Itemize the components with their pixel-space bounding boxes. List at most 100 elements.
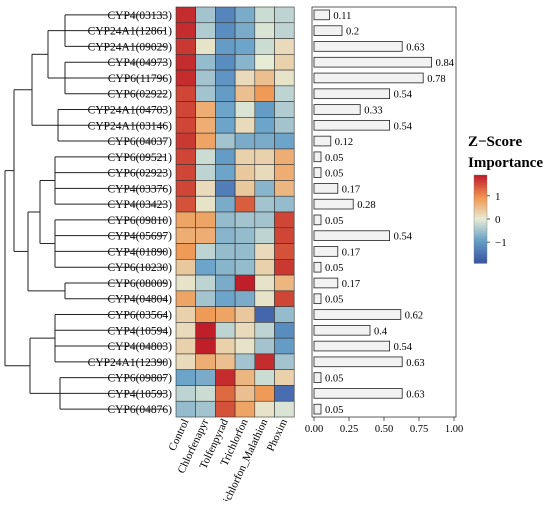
legend-color-step bbox=[474, 181, 487, 184]
legend-color-step bbox=[474, 235, 487, 238]
heatmap-cell bbox=[195, 322, 216, 339]
importance-bar bbox=[313, 119, 390, 131]
importance-bar bbox=[313, 167, 322, 178]
gene-label: CYP24A1(03146) bbox=[88, 120, 173, 132]
gene-label: CYP6(03564) bbox=[107, 310, 172, 322]
heatmap-cell bbox=[254, 101, 275, 118]
heatmap-cell bbox=[195, 385, 216, 402]
heatmap-cell bbox=[195, 400, 216, 418]
legend-color-step bbox=[474, 245, 487, 248]
legend-color-step bbox=[474, 185, 487, 188]
heatmap-cell bbox=[175, 22, 197, 39]
importance-value-label: 0.17 bbox=[342, 184, 360, 195]
heatmap-cell bbox=[254, 243, 275, 260]
heatmap-cell bbox=[195, 353, 216, 371]
heatmap-cell bbox=[195, 243, 216, 260]
heatmap-cell bbox=[215, 211, 236, 229]
importance-value-label: 0.17 bbox=[342, 247, 360, 258]
heatmap-cell bbox=[254, 22, 275, 39]
importance-value-label: 0.54 bbox=[394, 232, 413, 243]
importance-bar bbox=[313, 309, 402, 320]
heatmap-cell bbox=[175, 337, 197, 355]
importance-bar bbox=[313, 403, 322, 415]
importance-bar bbox=[313, 25, 343, 36]
heatmap-cell bbox=[254, 259, 275, 276]
heatmap-cell bbox=[254, 164, 275, 181]
heatmap-cell bbox=[215, 164, 236, 181]
heatmap-cell bbox=[254, 195, 275, 213]
legend-tick-label: 0 bbox=[495, 214, 501, 226]
heatmap-cell bbox=[254, 369, 275, 386]
heatmap-cell bbox=[274, 306, 295, 323]
importance-bar bbox=[313, 9, 330, 21]
heatmap-cell bbox=[254, 117, 275, 134]
heatmap-cell bbox=[254, 306, 275, 323]
legend-color-step bbox=[474, 175, 487, 178]
heatmap-cell bbox=[195, 306, 216, 323]
heatmap-cell bbox=[195, 195, 216, 213]
heatmap-cell bbox=[274, 322, 295, 339]
legend-title-importance: Importance bbox=[468, 155, 543, 171]
legend-color-step bbox=[474, 187, 487, 190]
heatmap-cell bbox=[175, 227, 197, 244]
heatmap-cell bbox=[274, 132, 295, 150]
heatmap-cell bbox=[175, 117, 197, 134]
importance-value-label: 0.05 bbox=[325, 263, 343, 274]
gene-label: CYP6(04876) bbox=[107, 404, 172, 416]
heatmap-cell bbox=[195, 148, 216, 165]
heatmap-cell bbox=[274, 117, 295, 134]
heatmap-cell bbox=[175, 69, 197, 87]
gene-label: CYP4(10593) bbox=[107, 388, 172, 400]
importance-value-label: 0.84 bbox=[436, 58, 455, 69]
legend-color-step bbox=[474, 247, 487, 250]
heatmap-cell bbox=[254, 353, 275, 371]
gene-label: CYP24A1(12861) bbox=[88, 26, 173, 38]
legend-color-step bbox=[474, 197, 487, 200]
heatmap-cell bbox=[254, 400, 275, 418]
heatmap-cell bbox=[234, 85, 256, 102]
importance-value-label: 0.05 bbox=[325, 216, 343, 227]
heatmap-cell bbox=[215, 259, 236, 276]
heatmap-cell bbox=[234, 243, 256, 260]
importance-bar bbox=[313, 214, 322, 226]
heatmap-cell bbox=[195, 85, 216, 102]
heatmap-cell bbox=[195, 259, 216, 276]
heatmap-cell bbox=[274, 69, 295, 87]
importance-bar bbox=[313, 56, 432, 68]
gene-label: CYP6(09807) bbox=[107, 373, 172, 385]
heatmap-cell bbox=[234, 69, 256, 87]
heatmap-cell bbox=[234, 322, 256, 339]
importance-bar bbox=[313, 198, 354, 210]
heatmap-cell bbox=[195, 164, 216, 181]
gene-label: CYP4(05697) bbox=[107, 231, 172, 243]
gene-label: CYP4(10594) bbox=[107, 325, 172, 337]
heatmap-cell bbox=[215, 385, 236, 402]
heatmap-cell bbox=[215, 101, 236, 118]
heatmap-cell bbox=[274, 195, 295, 213]
heatmap-cell bbox=[175, 54, 197, 71]
heatmap-cell bbox=[234, 132, 256, 150]
importance-value-label: 0.05 bbox=[325, 169, 343, 180]
importance-bar bbox=[313, 41, 403, 52]
heatmap-cell bbox=[274, 400, 295, 418]
gene-label: CYP6(10230) bbox=[107, 262, 172, 274]
heatmap-cell bbox=[175, 85, 197, 102]
legend-color-step bbox=[474, 255, 487, 258]
legend-color-step bbox=[474, 209, 487, 212]
gene-label: CYP4(04973) bbox=[107, 57, 172, 69]
legend-color-step bbox=[474, 193, 487, 196]
heatmap-cell bbox=[234, 353, 256, 371]
legend-color-step bbox=[474, 191, 487, 194]
heatmap-cell bbox=[215, 180, 236, 197]
heatmap-cell bbox=[274, 290, 295, 307]
importance-value-label: 0.05 bbox=[325, 374, 343, 385]
legend-title-zscore: Z−Score bbox=[468, 134, 522, 150]
heatmap-cell bbox=[175, 132, 197, 150]
heatmap-cell bbox=[254, 211, 275, 229]
importance-value-label: 0.4 bbox=[374, 326, 388, 337]
heatmap-cell bbox=[215, 6, 236, 24]
heatmap-cell bbox=[175, 274, 197, 292]
heatmap-cell bbox=[274, 22, 295, 39]
